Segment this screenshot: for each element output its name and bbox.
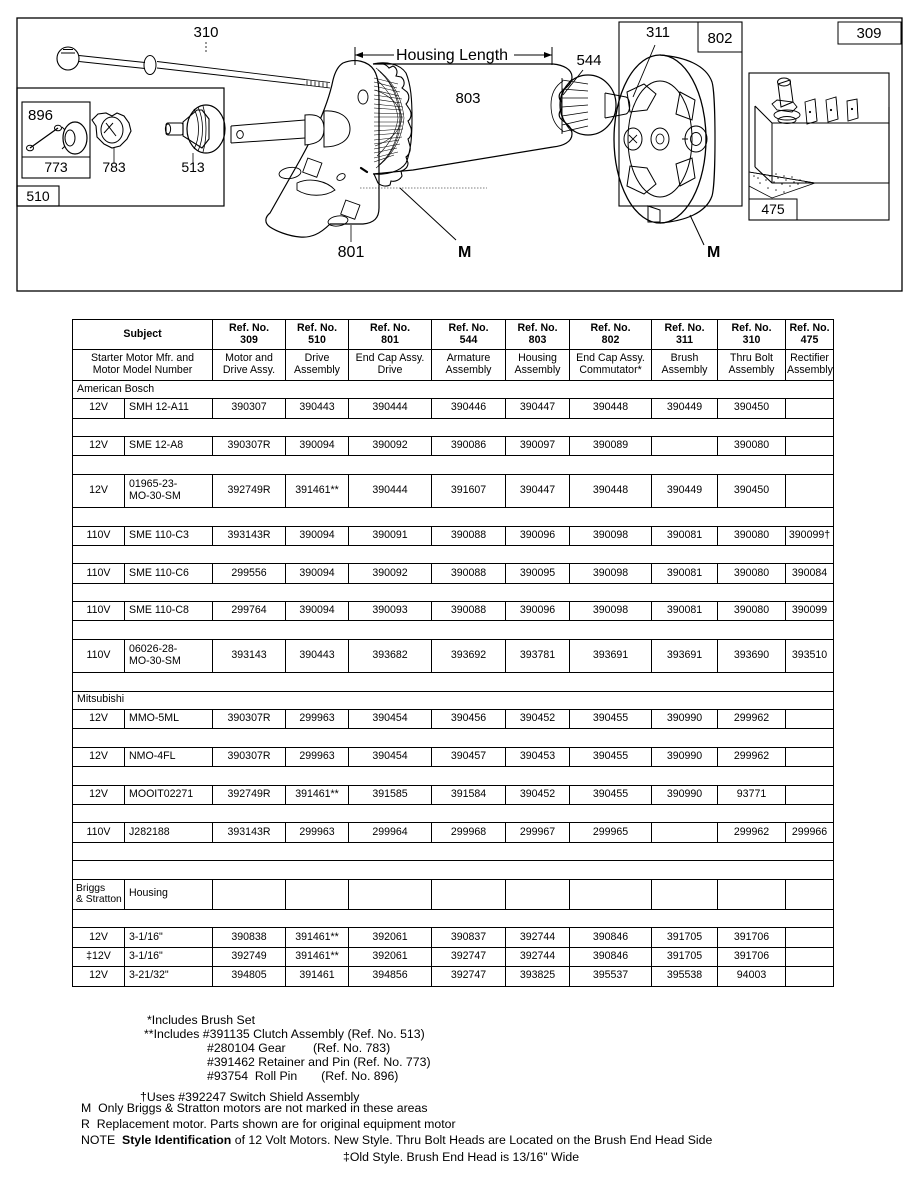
svg-text:544: 544 bbox=[576, 52, 601, 69]
svg-text:309: 309 bbox=[856, 25, 881, 42]
svg-text:802: 802 bbox=[707, 30, 732, 47]
svg-text:311: 311 bbox=[646, 24, 670, 41]
svg-text:510: 510 bbox=[26, 188, 50, 204]
svg-text:M: M bbox=[458, 244, 471, 261]
svg-text:801: 801 bbox=[338, 244, 365, 261]
svg-text:475: 475 bbox=[761, 201, 785, 217]
svg-text:Housing Length: Housing Length bbox=[396, 47, 508, 64]
svg-text:310: 310 bbox=[193, 24, 218, 41]
svg-text:803: 803 bbox=[455, 90, 480, 107]
svg-text:773: 773 bbox=[44, 159, 68, 175]
svg-text:M: M bbox=[707, 244, 720, 261]
svg-text:896: 896 bbox=[28, 107, 53, 124]
